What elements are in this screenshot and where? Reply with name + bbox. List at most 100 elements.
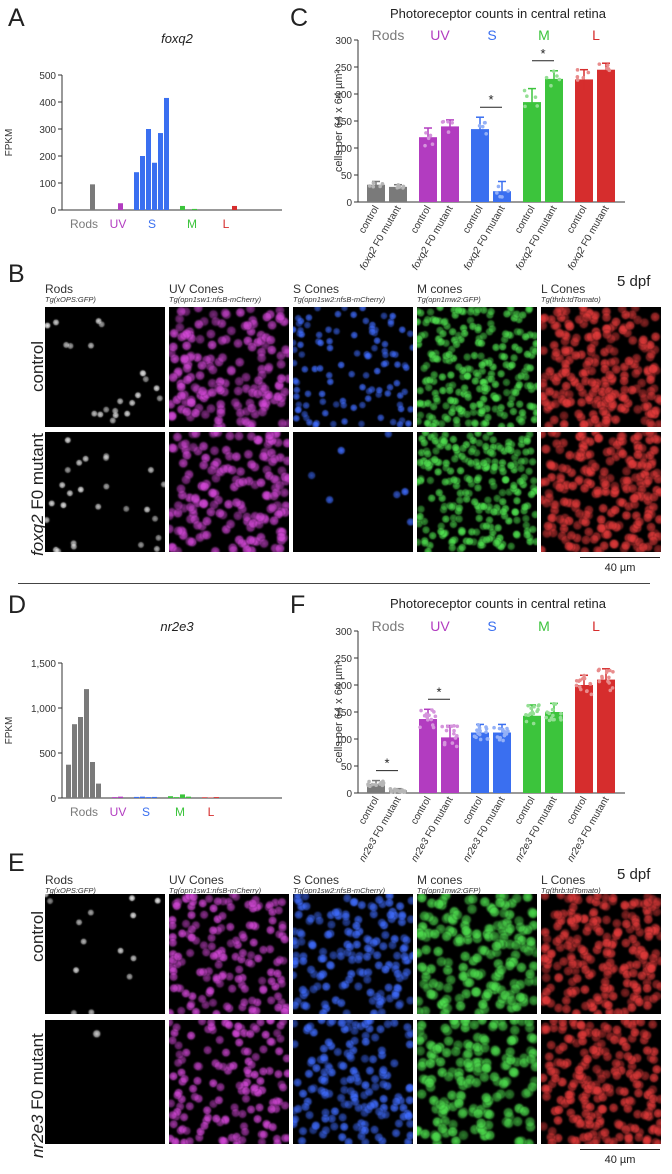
data-point (442, 742, 447, 747)
data-point (557, 77, 562, 82)
data-point (580, 676, 585, 681)
data-point (419, 708, 423, 713)
data-point (502, 733, 507, 738)
panel-letter-d: D (8, 591, 27, 619)
category-label: foxq2 F0 mutant (514, 204, 560, 272)
bar (367, 184, 385, 202)
column-header-rods: Rods Tg(xOPS:GFP) (45, 874, 96, 895)
data-point (524, 719, 529, 724)
data-point (389, 790, 394, 794)
data-point (597, 679, 602, 684)
stage-label: 5 dpf (617, 866, 651, 883)
y-tick-label: 500 (39, 749, 56, 760)
column-transgene: Tg(opn1mw2:GFP) (417, 295, 481, 304)
bar (152, 796, 157, 798)
column-transgene: Tg(opn1sw2:nfsB-mCherry) (293, 295, 386, 304)
y-tick-label: 100 (335, 735, 352, 746)
data-point (450, 741, 455, 745)
column-header-s-cones: S Cones Tg(opn1sw2:nfsB-mCherry) (293, 283, 385, 304)
category-label: foxq2 F0 mutant (358, 204, 404, 272)
data-point (605, 63, 610, 67)
bar (96, 783, 101, 798)
micrograph-m-control (417, 894, 537, 1014)
data-point (401, 186, 405, 190)
data-point (474, 735, 478, 740)
chart-title: Photoreceptor counts in central retina (390, 6, 607, 21)
bar (118, 796, 123, 798)
column-transgene: Tg(thrb:tdTomato) (541, 295, 601, 304)
bar (441, 126, 459, 202)
data-point (607, 675, 611, 680)
foxq2-fpkm-chart: foxq2 0 100 200 300 400 500 FPKM Rods UV S M L (4, 31, 282, 231)
bar (134, 796, 139, 798)
micrograph-m-control (417, 307, 537, 427)
data-point (574, 683, 579, 688)
bar (545, 712, 563, 793)
data-point (367, 184, 372, 188)
significance-star: * (384, 756, 389, 771)
data-point (501, 738, 505, 743)
column-name: S Cones (293, 873, 340, 887)
micrograph-uv-control (169, 307, 289, 427)
data-point (551, 69, 556, 74)
data-point (423, 143, 427, 148)
data-point (531, 721, 536, 726)
bar (214, 797, 219, 798)
bar (90, 184, 95, 210)
y-tick-label: 50 (341, 762, 353, 773)
bar (232, 205, 237, 210)
group-label: Rods (70, 805, 98, 819)
stage-label: 5 dpf (617, 273, 651, 290)
group-label: UV (430, 618, 450, 634)
panel-letter-a: A (8, 4, 25, 32)
column-name: UV Cones (169, 282, 224, 296)
y-tick-label: 400 (39, 98, 56, 109)
data-point (525, 94, 529, 99)
bar (597, 69, 615, 202)
bar (545, 78, 563, 202)
data-point (378, 184, 382, 189)
data-point (604, 669, 609, 673)
bar (118, 203, 123, 210)
data-point (454, 744, 459, 749)
bar (146, 797, 151, 798)
data-point (452, 731, 456, 736)
data-point (531, 711, 536, 716)
data-point (426, 136, 431, 141)
bar (575, 685, 593, 793)
y-tick-label: 300 (335, 627, 352, 638)
data-point (476, 731, 480, 736)
y-axis-label: FPKM (4, 129, 15, 157)
data-point (444, 728, 449, 733)
bar (471, 732, 489, 793)
data-point (425, 718, 430, 722)
column-name: Rods (45, 873, 74, 887)
column-header-l-cones: L Cones Tg(thrb:tdTomato) (541, 874, 601, 895)
micrograph-l-control (541, 307, 661, 427)
data-point (431, 725, 436, 730)
scale-bar (580, 1149, 660, 1150)
data-point (608, 668, 612, 673)
data-point (432, 710, 436, 714)
data-point (575, 68, 580, 72)
bar (112, 797, 117, 798)
data-point (446, 130, 451, 134)
bar (419, 719, 437, 793)
scale-bar (580, 557, 660, 558)
significance-star: * (436, 684, 441, 699)
data-point (398, 789, 403, 794)
section-divider (18, 583, 650, 584)
data-point (600, 674, 604, 679)
bar (180, 794, 185, 798)
data-point (535, 709, 539, 714)
data-point (492, 725, 496, 730)
data-point (589, 692, 594, 697)
data-point (392, 787, 397, 792)
data-point (476, 723, 481, 727)
y-tick-label: 100 (335, 144, 352, 155)
data-point (536, 704, 541, 708)
data-point (366, 782, 370, 787)
data-point (477, 726, 482, 730)
data-point (441, 119, 446, 124)
column-header-m-cones: M cones Tg(opn1mw2:GFP) (417, 874, 481, 895)
